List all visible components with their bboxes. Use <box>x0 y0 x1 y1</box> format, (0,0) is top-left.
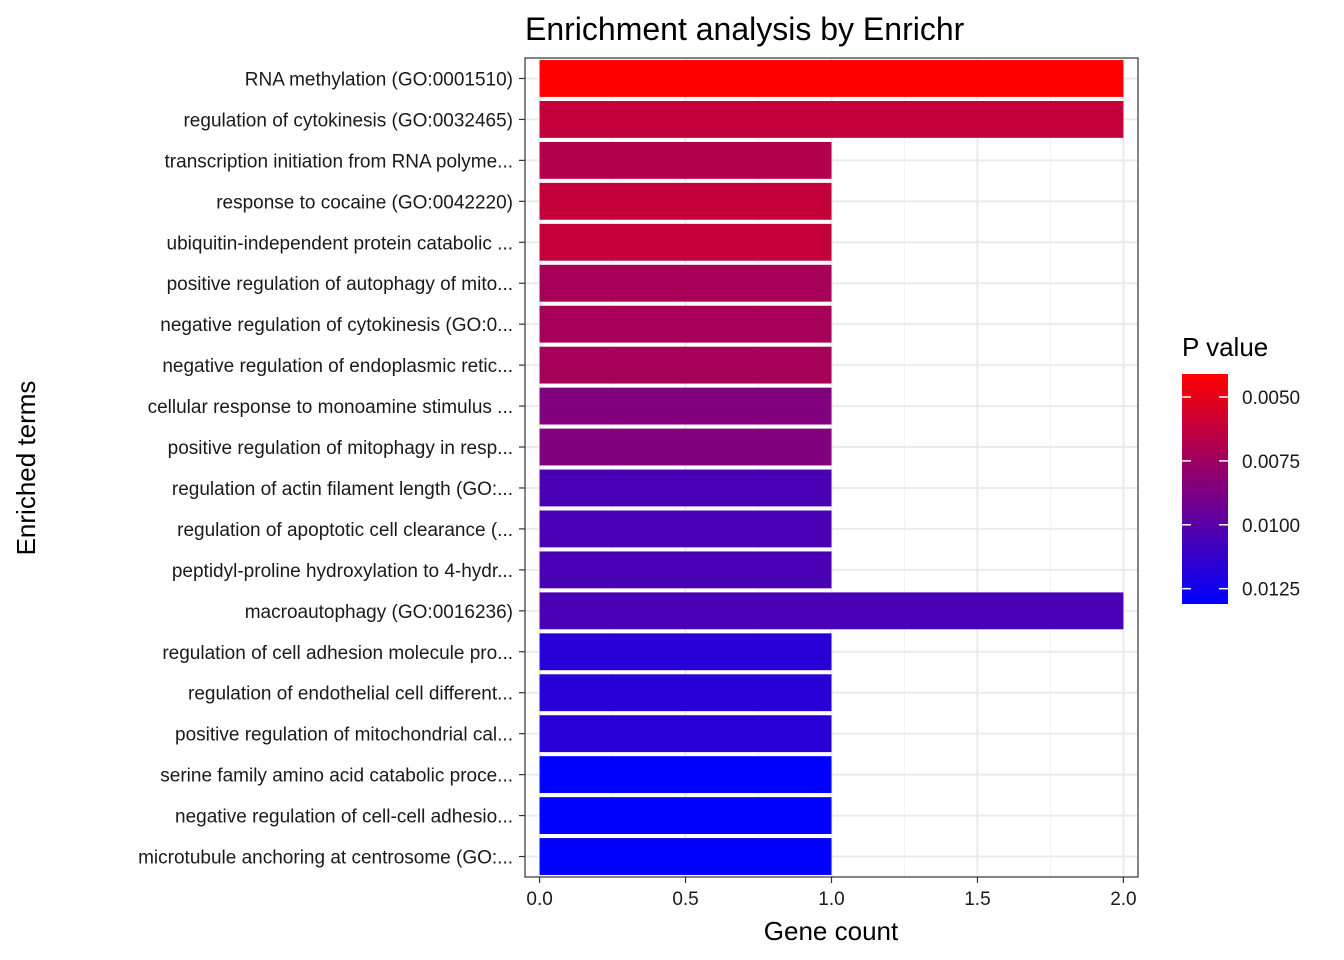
x-tick-label: 0.5 <box>672 889 698 910</box>
legend-tick-label: 0.0050 <box>1242 388 1300 409</box>
bar <box>539 264 832 302</box>
y-tick-label: positive regulation of mitophagy in resp… <box>168 438 513 459</box>
bar <box>539 797 832 835</box>
bar <box>539 633 832 671</box>
bar <box>539 469 832 507</box>
y-tick-label: negative regulation of endoplasmic retic… <box>162 356 513 377</box>
y-tick-label: transcription initiation from RNA polyme… <box>165 151 513 172</box>
x-tick-label: 1.5 <box>964 889 990 910</box>
legend-tick-label: 0.0075 <box>1242 452 1300 473</box>
y-axis-title: Enriched terms <box>11 381 41 556</box>
bar <box>539 60 1124 97</box>
y-tick-label: positive regulation of autophagy of mito… <box>167 274 513 295</box>
x-axis-title: Gene count <box>764 916 899 946</box>
bar <box>539 715 832 753</box>
bar <box>539 100 1124 138</box>
x-tick-label: 1.0 <box>818 889 844 910</box>
x-tick-label: 0.0 <box>526 889 552 910</box>
y-tick-label: regulation of endothelial cell different… <box>188 684 513 705</box>
y-tick-label: cellular response to monoamine stimulus … <box>148 397 513 418</box>
legend-colorbar <box>1182 374 1228 604</box>
legend-ticks: 0.0050 0.0075 0.0100 0.0125 <box>1182 388 1300 601</box>
legend-tick-label: 0.0125 <box>1242 580 1300 601</box>
y-tick-label: regulation of apoptotic cell clearance (… <box>177 520 513 541</box>
y-tick-label: response to cocaine (GO:0042220) <box>216 192 513 213</box>
y-axis-ticks: RNA methylation (GO:0001510) regulation o… <box>138 69 525 869</box>
y-tick-label: serine family amino acid catabolic proce… <box>160 766 513 787</box>
y-tick-label: negative regulation of cell-cell adhesio… <box>175 807 513 828</box>
bar <box>539 346 832 384</box>
bar <box>539 838 832 875</box>
bar <box>539 551 832 589</box>
legend-tick-label: 0.0100 <box>1242 516 1300 537</box>
x-tick-label: 2.0 <box>1110 889 1136 910</box>
y-tick-label: microtubule anchoring at centrosome (GO:… <box>138 848 513 869</box>
y-tick-label: RNA methylation (GO:0001510) <box>245 69 513 90</box>
bar <box>539 756 832 794</box>
bar <box>539 223 832 261</box>
bar <box>539 592 1124 630</box>
legend-title: P value <box>1182 332 1268 362</box>
y-tick-label: negative regulation of cytokinesis (GO:0… <box>160 315 513 336</box>
y-tick-label: regulation of cell adhesion molecule pro… <box>162 643 513 664</box>
bar <box>539 387 832 425</box>
bar <box>539 428 832 466</box>
y-tick-label: peptidyl-proline hydroxylation to 4-hydr… <box>172 561 513 582</box>
y-tick-label: regulation of cytokinesis (GO:0032465) <box>183 110 513 131</box>
bar <box>539 674 832 712</box>
y-tick-label: macroautophagy (GO:0016236) <box>245 602 513 623</box>
bar <box>539 510 832 548</box>
x-axis-ticks: 0.0 0.5 1.0 1.5 2.0 <box>526 877 1137 910</box>
bar <box>539 182 832 220</box>
plot-panel <box>524 57 1139 878</box>
bar <box>539 141 832 179</box>
bar <box>539 305 832 343</box>
y-tick-label: regulation of actin filament length (GO:… <box>172 479 513 500</box>
color-legend: P value 0.0050 0.0075 0.0100 0.0125 <box>1182 332 1300 604</box>
chart-title: Enrichment analysis by Enrichr <box>525 11 965 47</box>
y-tick-label: ubiquitin-independent protein catabolic … <box>167 233 513 254</box>
y-tick-label: positive regulation of mitochondrial cal… <box>175 725 513 746</box>
